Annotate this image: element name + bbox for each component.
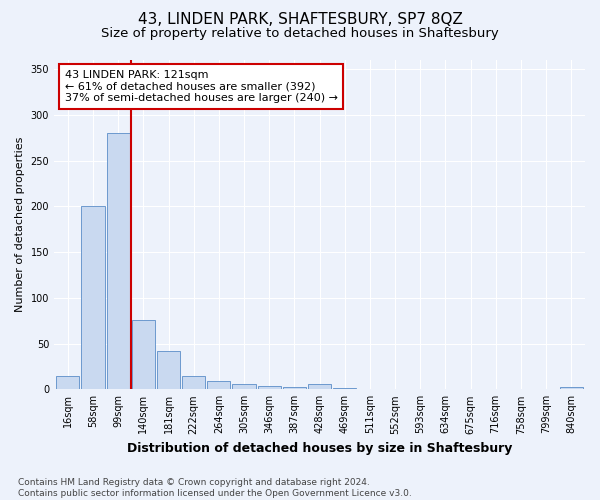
Text: Contains HM Land Registry data © Crown copyright and database right 2024.
Contai: Contains HM Land Registry data © Crown c… [18,478,412,498]
Bar [560,388,583,390]
X-axis label: Distribution of detached houses by size in Shaftesbury: Distribution of detached houses by size … [127,442,512,455]
Bar [132,320,155,390]
Bar [82,206,104,390]
Text: 43, LINDEN PARK, SHAFTESBURY, SP7 8QZ: 43, LINDEN PARK, SHAFTESBURY, SP7 8QZ [137,12,463,28]
Bar [308,384,331,390]
Bar [232,384,256,390]
Bar [157,351,180,390]
Bar [333,388,356,390]
Bar [107,133,130,390]
Bar [182,376,205,390]
Bar [207,381,230,390]
Text: Size of property relative to detached houses in Shaftesbury: Size of property relative to detached ho… [101,28,499,40]
Bar [257,386,281,390]
Text: 43 LINDEN PARK: 121sqm
← 61% of detached houses are smaller (392)
37% of semi-de: 43 LINDEN PARK: 121sqm ← 61% of detached… [65,70,338,103]
Bar [283,388,306,390]
Bar [56,376,79,390]
Y-axis label: Number of detached properties: Number of detached properties [15,137,25,312]
